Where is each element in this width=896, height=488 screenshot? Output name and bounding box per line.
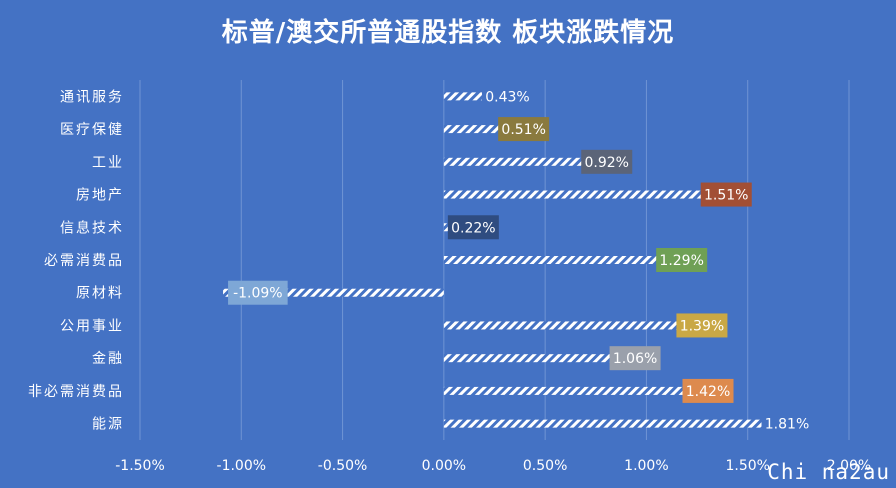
data-label-box [700, 182, 752, 207]
data-label-box [676, 313, 728, 338]
category-label: 金融 [92, 351, 124, 367]
bar [223, 288, 444, 297]
data-label: -1.09% [233, 286, 283, 302]
data-label: 1.51% [704, 188, 748, 204]
bar [443, 190, 750, 199]
x-tick-label: 0.50% [523, 458, 567, 474]
data-label: 1.81% [765, 417, 809, 433]
bar [443, 256, 706, 264]
data-label-box [656, 248, 708, 272]
data-label-box [481, 84, 533, 109]
category-label: 必需消费品 [44, 253, 124, 269]
data-label: 1.29% [659, 253, 703, 269]
data-label: 0.43% [485, 89, 529, 105]
category-label: 原材料 [76, 286, 124, 302]
data-label: 1.06% [613, 351, 657, 367]
data-label: 0.22% [451, 220, 495, 236]
x-tick-label: -0.50% [318, 458, 368, 474]
bar [443, 125, 548, 134]
x-tick-label: -1.00% [217, 458, 267, 474]
bar [443, 354, 659, 363]
data-labels: 0.43% 0.51% 0.92% 1.51% 0.22% 1.29% -1.09% 1.39… [228, 84, 813, 436]
data-label-box [609, 346, 661, 371]
category-label: 非必需消费品 [28, 384, 124, 400]
category-label: 医疗保健 [60, 122, 124, 138]
watermark: Chi na2au [767, 460, 890, 484]
chart-title: 标普/澳交所普通股指数 板块涨跌情况 [221, 18, 675, 48]
bar [443, 321, 726, 330]
data-label: 1.39% [680, 318, 724, 334]
data-label-box [581, 149, 633, 174]
x-tick-label: 1.00% [624, 458, 668, 474]
data-label-box [761, 411, 813, 436]
category-label: 通讯服务 [60, 89, 124, 105]
bars [223, 92, 811, 428]
x-tick-label: 0.00% [422, 458, 466, 474]
bar [443, 419, 811, 428]
data-label-box [228, 280, 288, 305]
data-label-box [447, 215, 499, 240]
x-tick-label: 2.00% [827, 458, 871, 474]
category-label: 信息技术 [60, 219, 124, 236]
category-label: 房地产 [76, 188, 124, 204]
data-label-box [682, 378, 734, 403]
value-axis: -1.50% -1.00% -0.50% 0.00% 0.50% 1.00% 1.50% 2.… [115, 458, 871, 474]
data-label: 0.51% [501, 122, 545, 138]
x-tick-label: 1.50% [725, 458, 769, 474]
category-label: 公用事业 [60, 318, 124, 334]
data-label-box [498, 117, 550, 142]
category-label: 工业 [92, 155, 124, 171]
x-tick-label: -1.50% [115, 458, 165, 474]
bar [443, 386, 732, 395]
data-label: 1.42% [686, 384, 730, 400]
data-label: 0.92% [584, 155, 628, 171]
category-label: 能源 [92, 417, 124, 433]
bar [443, 157, 631, 166]
